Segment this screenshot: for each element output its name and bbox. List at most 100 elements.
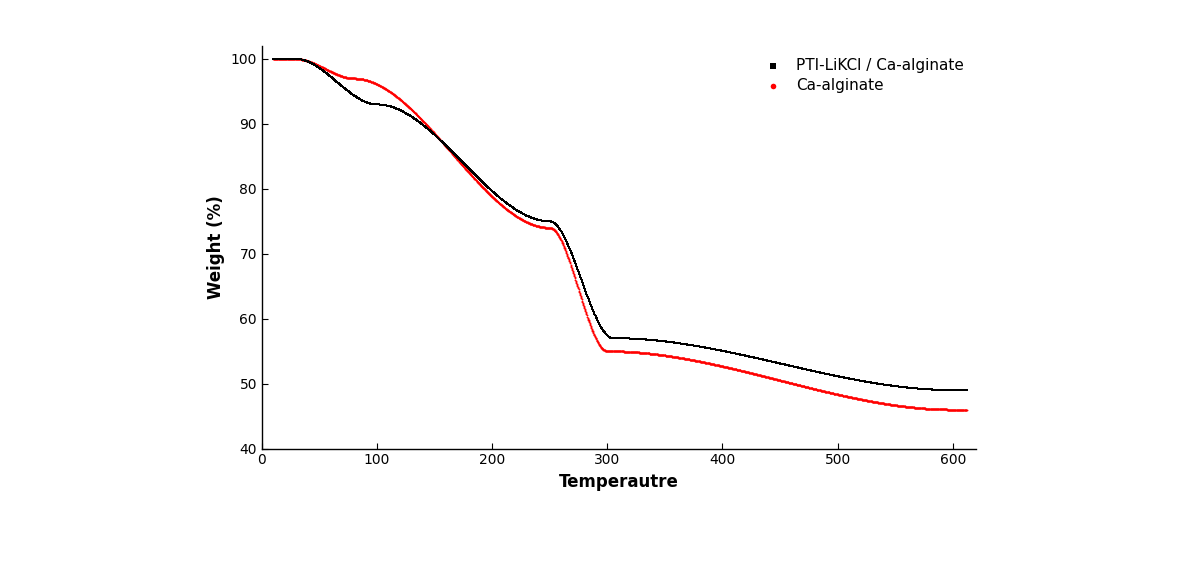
PTI-LiKCl / Ca-alginate	[640, 335, 659, 344]
Ca-alginate	[887, 401, 906, 410]
PTI-LiKCl / Ca-alginate	[719, 347, 738, 356]
PTI-LiKCl / Ca-alginate	[737, 351, 756, 361]
PTI-LiKCl / Ca-alginate	[947, 385, 966, 394]
PTI-LiKCl / Ca-alginate	[689, 342, 708, 351]
Ca-alginate	[345, 74, 364, 83]
PTI-LiKCl / Ca-alginate	[796, 365, 815, 374]
Ca-alginate	[734, 367, 753, 376]
PTI-LiKCl / Ca-alginate	[368, 100, 387, 109]
PTI-LiKCl / Ca-alginate	[280, 55, 299, 64]
PTI-LiKCl / Ca-alginate	[466, 171, 486, 181]
PTI-LiKCl / Ca-alginate	[630, 335, 649, 344]
Ca-alginate	[585, 331, 605, 340]
Ca-alginate	[430, 134, 449, 143]
Ca-alginate	[540, 223, 559, 232]
Ca-alginate	[931, 405, 950, 414]
Ca-alginate	[766, 375, 785, 384]
PTI-LiKCl / Ca-alginate	[447, 152, 466, 162]
PTI-LiKCl / Ca-alginate	[425, 130, 444, 139]
PTI-LiKCl / Ca-alginate	[278, 55, 298, 64]
Ca-alginate	[273, 55, 292, 64]
Ca-alginate	[882, 400, 901, 409]
Ca-alginate	[827, 390, 846, 399]
PTI-LiKCl / Ca-alginate	[948, 385, 967, 394]
PTI-LiKCl / Ca-alginate	[441, 147, 461, 156]
PTI-LiKCl / Ca-alginate	[774, 359, 793, 369]
PTI-LiKCl / Ca-alginate	[891, 382, 910, 392]
PTI-LiKCl / Ca-alginate	[676, 340, 695, 349]
PTI-LiKCl / Ca-alginate	[311, 64, 330, 73]
Ca-alginate	[406, 109, 425, 118]
PTI-LiKCl / Ca-alginate	[699, 343, 718, 352]
Ca-alginate	[456, 164, 475, 173]
Ca-alginate	[843, 393, 862, 402]
PTI-LiKCl / Ca-alginate	[374, 100, 393, 109]
PTI-LiKCl / Ca-alginate	[654, 336, 674, 346]
PTI-LiKCl / Ca-alginate	[395, 108, 414, 117]
Ca-alginate	[647, 350, 666, 359]
Ca-alginate	[753, 371, 772, 381]
PTI-LiKCl / Ca-alginate	[493, 196, 512, 205]
PTI-LiKCl / Ca-alginate	[897, 383, 916, 392]
Ca-alginate	[628, 348, 647, 357]
Ca-alginate	[481, 190, 500, 200]
Ca-alginate	[450, 157, 469, 166]
PTI-LiKCl / Ca-alginate	[450, 155, 469, 164]
PTI-LiKCl / Ca-alginate	[787, 363, 806, 372]
Ca-alginate	[679, 355, 699, 364]
Ca-alginate	[649, 350, 668, 359]
Ca-alginate	[421, 124, 440, 133]
Ca-alginate	[326, 70, 345, 79]
Ca-alginate	[314, 63, 333, 72]
Ca-alginate	[762, 374, 781, 383]
Ca-alginate	[762, 373, 781, 382]
Ca-alginate	[369, 81, 388, 90]
Ca-alginate	[471, 181, 490, 190]
PTI-LiKCl / Ca-alginate	[461, 164, 480, 174]
Ca-alginate	[940, 405, 959, 414]
PTI-LiKCl / Ca-alginate	[531, 216, 550, 225]
PTI-LiKCl / Ca-alginate	[585, 312, 605, 321]
PTI-LiKCl / Ca-alginate	[591, 323, 610, 332]
PTI-LiKCl / Ca-alginate	[795, 365, 814, 374]
PTI-LiKCl / Ca-alginate	[746, 353, 765, 362]
Ca-alginate	[804, 384, 823, 393]
PTI-LiKCl / Ca-alginate	[939, 385, 958, 394]
PTI-LiKCl / Ca-alginate	[950, 385, 969, 394]
Ca-alginate	[392, 96, 411, 105]
Ca-alginate	[445, 151, 464, 160]
Ca-alginate	[732, 366, 751, 375]
Ca-alginate	[367, 79, 386, 89]
PTI-LiKCl / Ca-alginate	[729, 350, 749, 359]
PTI-LiKCl / Ca-alginate	[903, 384, 922, 393]
Ca-alginate	[330, 71, 349, 80]
Ca-alginate	[515, 217, 534, 226]
Ca-alginate	[414, 117, 433, 126]
PTI-LiKCl / Ca-alginate	[503, 204, 522, 213]
Ca-alginate	[716, 362, 735, 371]
PTI-LiKCl / Ca-alginate	[624, 334, 643, 343]
Ca-alginate	[276, 55, 295, 64]
Ca-alginate	[744, 369, 763, 378]
Ca-alginate	[929, 405, 948, 414]
PTI-LiKCl / Ca-alginate	[342, 89, 361, 98]
Ca-alginate	[650, 350, 669, 359]
PTI-LiKCl / Ca-alginate	[890, 382, 909, 392]
PTI-LiKCl / Ca-alginate	[602, 334, 621, 343]
PTI-LiKCl / Ca-alginate	[772, 359, 791, 369]
Ca-alginate	[794, 381, 813, 390]
Ca-alginate	[722, 364, 741, 373]
PTI-LiKCl / Ca-alginate	[942, 385, 962, 394]
Ca-alginate	[353, 75, 372, 84]
Ca-alginate	[787, 380, 806, 389]
PTI-LiKCl / Ca-alginate	[810, 368, 829, 377]
Ca-alginate	[643, 349, 662, 358]
Ca-alginate	[524, 220, 543, 229]
PTI-LiKCl / Ca-alginate	[693, 342, 712, 351]
PTI-LiKCl / Ca-alginate	[662, 338, 681, 347]
Ca-alginate	[752, 371, 771, 380]
PTI-LiKCl / Ca-alginate	[271, 55, 290, 64]
PTI-LiKCl / Ca-alginate	[584, 308, 603, 317]
Ca-alginate	[302, 58, 321, 67]
Ca-alginate	[414, 117, 433, 126]
